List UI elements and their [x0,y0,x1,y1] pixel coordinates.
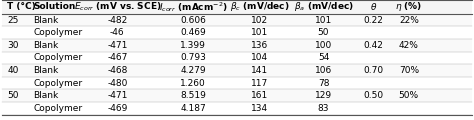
Bar [2,52,472,64]
Bar [2,89,472,102]
Text: Copolymer: Copolymer [33,28,82,37]
Text: 0.70: 0.70 [363,66,383,75]
Text: 0.22: 0.22 [364,16,383,25]
Text: 4.279: 4.279 [180,66,206,75]
Bar [2,0,472,14]
Text: 141: 141 [251,66,268,75]
Text: -468: -468 [107,66,128,75]
Text: 0.469: 0.469 [180,28,206,37]
Text: 25: 25 [7,16,18,25]
Text: 161: 161 [251,91,268,100]
Text: -482: -482 [107,16,128,25]
Text: 102: 102 [251,16,268,25]
Bar [2,77,472,89]
Bar [2,64,472,77]
Text: 1.399: 1.399 [180,41,206,50]
Text: 0.793: 0.793 [180,53,206,62]
Text: Blank: Blank [33,91,58,100]
Text: 4.187: 4.187 [180,104,206,113]
Text: 134: 134 [251,104,268,113]
Text: 83: 83 [318,104,329,113]
Text: 101: 101 [251,28,268,37]
Text: Solution: Solution [33,2,75,11]
Text: Blank: Blank [33,66,58,75]
Text: 101: 101 [315,16,332,25]
Text: 117: 117 [251,79,268,88]
Text: 70%: 70% [399,66,419,75]
Text: 8.519: 8.519 [180,91,206,100]
Text: $\beta_a$ (mV/dec): $\beta_a$ (mV/dec) [293,0,354,13]
Bar [2,26,472,39]
Text: $\eta$ (%): $\eta$ (%) [395,0,422,13]
Text: Blank: Blank [33,41,58,50]
Text: 0.50: 0.50 [363,91,383,100]
Text: 129: 129 [315,91,332,100]
Text: 22%: 22% [399,16,419,25]
Text: $E_{corr}$ (mV vs. SCE): $E_{corr}$ (mV vs. SCE) [73,1,161,13]
Text: Copolymer: Copolymer [33,79,82,88]
Text: Blank: Blank [33,16,58,25]
Text: 40: 40 [7,66,18,75]
Text: 50: 50 [318,28,329,37]
Text: T (°C): T (°C) [7,2,36,11]
Text: -46: -46 [110,28,125,37]
Text: 50: 50 [7,91,18,100]
Text: 0.606: 0.606 [180,16,206,25]
Bar [2,14,472,26]
Text: $\theta$: $\theta$ [370,1,377,12]
Text: Copolymer: Copolymer [33,53,82,62]
Text: 1.260: 1.260 [180,79,206,88]
Text: -471: -471 [107,91,128,100]
Text: 54: 54 [318,53,329,62]
Text: -480: -480 [107,79,128,88]
Text: 42%: 42% [399,41,419,50]
Text: -471: -471 [107,41,128,50]
Text: 104: 104 [251,53,268,62]
Bar [2,102,472,115]
Text: 106: 106 [315,66,332,75]
Text: 136: 136 [251,41,268,50]
Text: -469: -469 [107,104,128,113]
Text: 50%: 50% [399,91,419,100]
Text: 30: 30 [7,41,18,50]
Text: 100: 100 [315,41,332,50]
Text: $\beta_c$ (mV/dec): $\beta_c$ (mV/dec) [230,0,289,13]
Text: 0.42: 0.42 [364,41,383,50]
Text: 78: 78 [318,79,329,88]
Bar [2,39,472,52]
Text: -467: -467 [107,53,128,62]
Text: Copolymer: Copolymer [33,104,82,113]
Text: $I_{corr}$ (mAcm$^{-2}$): $I_{corr}$ (mAcm$^{-2}$) [159,0,228,14]
